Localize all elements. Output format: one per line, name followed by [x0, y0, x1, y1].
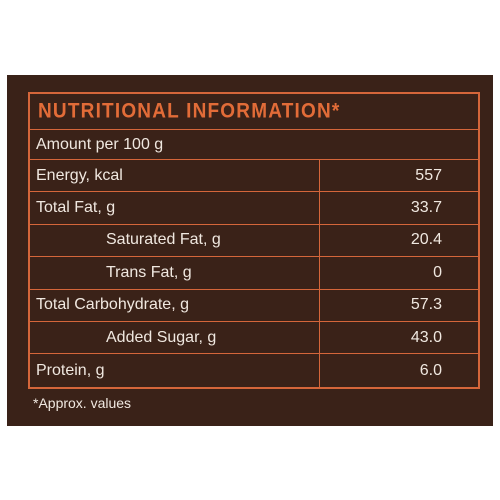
footnote: *Approx. values — [33, 395, 132, 411]
nutrient-row-trans-fat: Trans Fat, g 0 — [30, 257, 478, 290]
nutrient-label: Protein, g — [30, 354, 320, 387]
nutrient-value: 6.0 — [419, 361, 442, 379]
nutrient-value: 43.0 — [410, 328, 442, 346]
nutrient-value: 57.3 — [410, 296, 442, 314]
heading-row: NUTRITIONAL INFORMATION* — [30, 94, 478, 130]
nutrient-row-total-carbohydrate: Total Carbohydrate, g 57.3 — [30, 289, 478, 322]
nutrient-label: Added Sugar, g — [30, 321, 320, 354]
nutrition-table: NUTRITIONAL INFORMATION* Amount per 100 … — [28, 92, 480, 389]
nutrition-heading: NUTRITIONAL INFORMATION* — [38, 99, 341, 123]
nutrition-panel: NUTRITIONAL INFORMATION* Amount per 100 … — [7, 75, 493, 426]
nutrient-label: Saturated Fat, g — [30, 224, 320, 257]
nutrient-label: Total Fat, g — [30, 192, 320, 224]
nutrient-value: 557 — [415, 166, 442, 184]
nutrient-value: 0 — [433, 263, 442, 281]
nutrient-row-protein: Protein, g 6.0 — [30, 354, 478, 387]
nutrient-label: Total Carbohydrate, g — [30, 289, 320, 321]
nutrient-label: Trans Fat, g — [30, 257, 320, 289]
nutrient-row-saturated-fat: Saturated Fat, g 20.4 — [30, 224, 478, 258]
nutrient-value: 33.7 — [410, 199, 442, 217]
nutrient-label: Energy, kcal — [30, 160, 320, 192]
nutrient-row-total-fat: Total Fat, g 33.7 — [30, 192, 478, 225]
nutrient-value: 20.4 — [410, 231, 442, 249]
amount-per-label: Amount per 100 g — [36, 135, 164, 153]
amount-row: Amount per 100 g — [30, 130, 478, 160]
nutrient-row-added-sugar: Added Sugar, g 43.0 — [30, 321, 478, 355]
nutrient-row-energy: Energy, kcal 557 — [30, 160, 478, 193]
